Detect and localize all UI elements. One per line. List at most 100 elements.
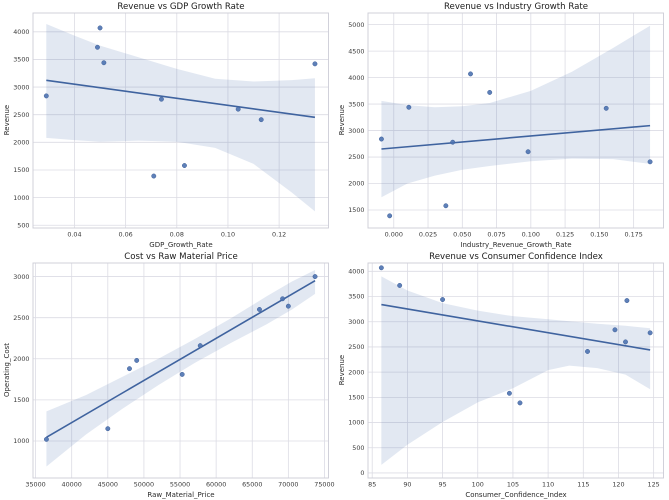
data-point <box>95 44 100 50</box>
data-point <box>101 60 107 66</box>
data-point <box>151 173 157 179</box>
data-point <box>647 159 653 165</box>
x-tick-label: 110 <box>542 481 554 489</box>
axes-border <box>32 12 329 229</box>
data-point <box>396 282 402 288</box>
axes-border <box>367 12 664 229</box>
y-tick-label: 2000 <box>13 355 29 363</box>
confidence-band <box>46 24 315 212</box>
x-tick-label: 120 <box>612 481 624 489</box>
y-tick-label: 1000 <box>13 194 29 202</box>
x-tick-label: 0.100 <box>521 231 539 239</box>
data-point <box>258 117 264 123</box>
data-point <box>467 71 473 77</box>
y-tick-label: 2000 <box>13 139 29 147</box>
chart-cost-vs-raw-material-price: Cost vs Raw Material Price Raw_Material_… <box>3 252 335 499</box>
chart-title: Revenue vs GDP Growth Rate <box>117 2 244 12</box>
data-point <box>405 104 411 110</box>
plot-area <box>367 12 664 229</box>
chart-title: Revenue vs Industry Growth Rate <box>443 2 587 12</box>
y-tick-label: 4000 <box>13 28 29 36</box>
y-tick-label: 2500 <box>348 343 364 351</box>
x-axis-label: Raw_Material_Price <box>147 491 214 499</box>
y-axis-label: Operating_Cost <box>3 343 11 397</box>
x-tick-label: 0.075 <box>487 231 505 239</box>
y-tick-label: 1500 <box>13 396 29 404</box>
y-tick-label: 3000 <box>348 127 364 135</box>
y-tick-label: 3000 <box>13 273 29 281</box>
x-tick-label: 45000 <box>98 481 118 489</box>
y-tick-label: 3500 <box>348 100 364 108</box>
data-point <box>378 265 384 271</box>
y-tick-label: 4000 <box>348 74 364 82</box>
regression-line <box>380 303 650 351</box>
data-point <box>158 96 164 102</box>
x-axis-label: Consumer_Confidence_Index <box>465 491 566 499</box>
y-tick-label: 2500 <box>348 153 364 161</box>
y-tick-label: 1500 <box>348 206 364 214</box>
panel-revenue-vs-industry-growth-rate: Revenue vs Industry Growth Rate Industry… <box>335 0 669 250</box>
x-tick-label: 55000 <box>170 481 190 489</box>
panel-revenue-vs-gdp-growth-rate: Revenue vs GDP Growth Rate GDP_Growth_Ra… <box>0 0 335 250</box>
data-point <box>622 339 628 345</box>
y-tick-label: 3500 <box>13 56 29 64</box>
x-tick-label: 0.025 <box>418 231 436 239</box>
x-tick-label: 100 <box>471 481 483 489</box>
chart-revenue-vs-gdp-growth-rate: Revenue vs GDP Growth Rate GDP_Growth_Ra… <box>3 2 329 249</box>
plot-area <box>367 262 664 479</box>
data-point <box>584 349 590 354</box>
y-axis-label: Revenue <box>3 105 11 136</box>
data-point <box>623 298 629 304</box>
y-tick-label: 1500 <box>13 166 29 174</box>
x-tick-label: 125 <box>647 481 659 489</box>
x-tick-label: 40000 <box>62 481 82 489</box>
chart-title: Cost vs Raw Material Price <box>124 252 238 262</box>
x-tick-label: 0.175 <box>624 231 642 239</box>
plot-area <box>32 12 329 229</box>
data-point <box>312 61 318 67</box>
y-tick-label: 1000 <box>13 437 29 445</box>
chart-revenue-vs-consumer-confidence-index: Revenue vs Consumer Confidence Index Con… <box>338 252 664 499</box>
panel-revenue-vs-consumer-confidence-index: Revenue vs Consumer Confidence Index Con… <box>335 250 669 500</box>
y-tick-label: 3000 <box>13 83 29 91</box>
y-tick-label: 0 <box>360 469 364 477</box>
data-point <box>285 303 291 309</box>
y-tick-label: 3000 <box>348 318 364 326</box>
axes-border <box>32 262 329 479</box>
data-point <box>127 366 132 372</box>
data-point <box>280 296 286 302</box>
data-point <box>179 371 185 377</box>
x-tick-label: 0.06 <box>118 231 132 239</box>
y-tick-label: 5000 <box>348 21 364 29</box>
x-tick-label: 0.000 <box>384 231 402 239</box>
data-point <box>506 390 512 396</box>
data-point <box>449 139 455 145</box>
data-point <box>43 436 49 442</box>
data-point <box>603 105 609 111</box>
regression-line <box>46 79 316 119</box>
x-axis-label: GDP_Growth_Rate <box>149 241 212 249</box>
x-tick-label: 0.12 <box>272 231 286 239</box>
x-tick-label: 95 <box>438 481 446 489</box>
y-axis-label: Revenue <box>338 105 346 136</box>
x-tick-label: 70000 <box>278 481 298 489</box>
data-point <box>386 213 392 219</box>
x-tick-label: 0.150 <box>590 231 608 239</box>
y-tick-label: 4500 <box>348 47 364 55</box>
regression-line <box>46 279 316 438</box>
x-tick-label: 115 <box>577 481 589 489</box>
x-axis-label: Industry_Revenue_Growth_Rate <box>460 241 571 249</box>
y-tick-label: 2000 <box>348 368 364 376</box>
panel-cost-vs-raw-material-price: Cost vs Raw Material Price Raw_Material_… <box>0 250 335 500</box>
data-point <box>647 330 653 336</box>
x-tick-label: 0.08 <box>170 231 184 239</box>
y-tick-label: 2000 <box>348 180 364 188</box>
y-tick-label: 500 <box>352 444 364 452</box>
plot-area <box>32 262 329 479</box>
data-point <box>43 93 49 99</box>
data-point <box>257 307 262 312</box>
y-tick-label: 4000 <box>348 268 364 276</box>
x-tick-label: 0.125 <box>555 231 573 239</box>
x-tick-label: 75000 <box>314 481 334 489</box>
x-tick-label: 0.04 <box>67 231 81 239</box>
